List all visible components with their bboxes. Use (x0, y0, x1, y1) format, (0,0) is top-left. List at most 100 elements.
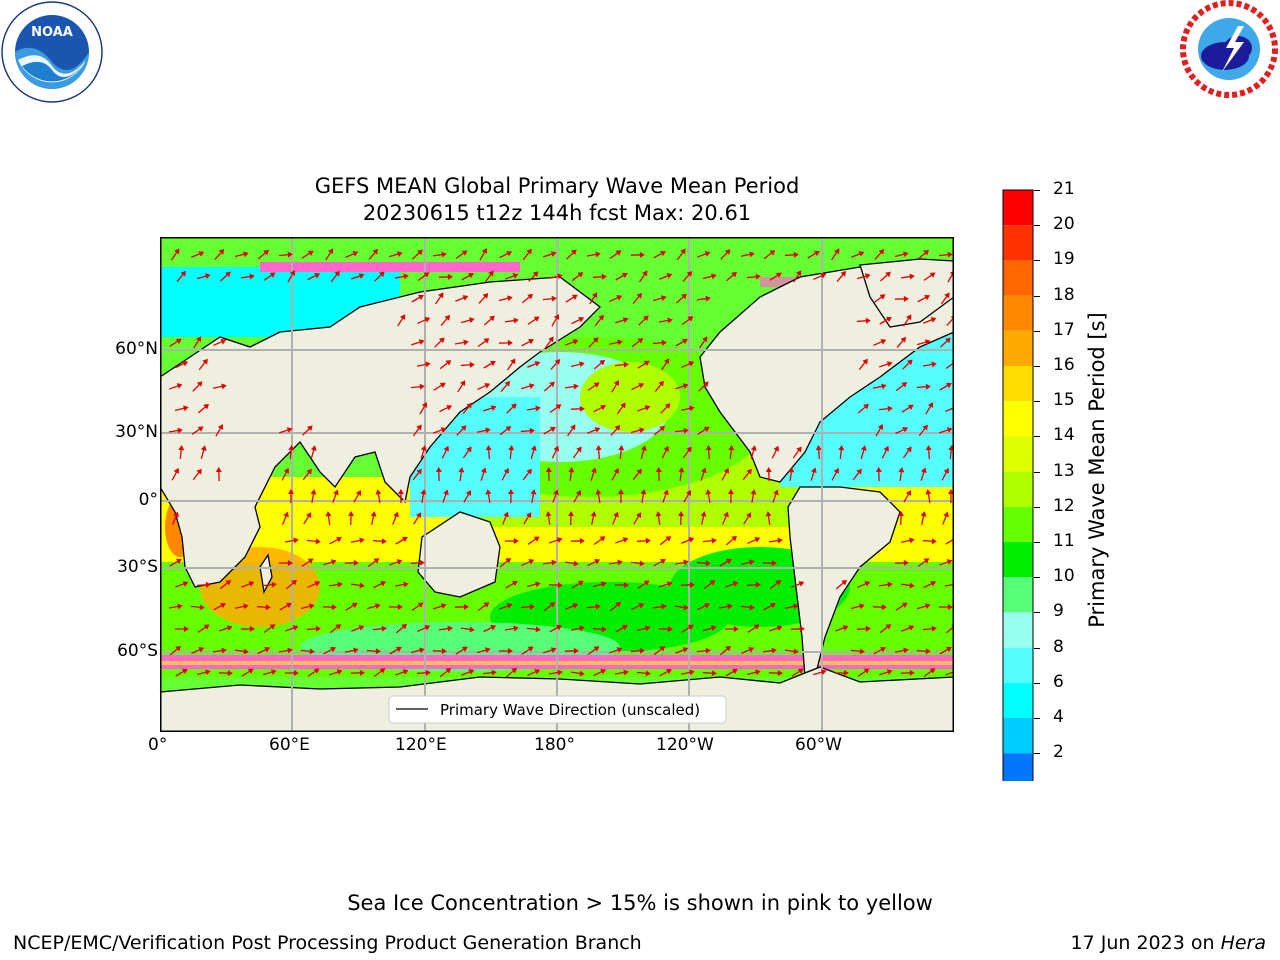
wave-direction-arrow (168, 603, 183, 610)
lon-tick-180: 180° (534, 735, 575, 755)
colorbar-tick-label: 16 (1053, 355, 1075, 375)
wave-direction-arrow (434, 337, 445, 348)
nws-logo (1178, 0, 1280, 100)
wave-direction-arrow (573, 490, 582, 503)
wave-direction-arrow (439, 360, 452, 370)
wave-direction-arrow (740, 604, 755, 611)
wave-direction-arrow (810, 467, 817, 481)
wave-direction-arrow (504, 625, 519, 632)
wave-direction-arrow (197, 403, 210, 414)
wave-direction-arrow (900, 537, 915, 544)
wave-direction-arrow (588, 337, 599, 348)
wave-direction-arrow (894, 295, 909, 302)
wave-direction-arrow (171, 248, 180, 261)
wave-direction-arrow (633, 512, 642, 525)
wave-direction-arrow (330, 270, 340, 283)
wave-direction-arrow (768, 537, 783, 544)
wave-direction-arrow (940, 337, 951, 348)
wave-direction-arrow (461, 669, 475, 676)
wave-direction-arrow (197, 624, 210, 633)
wave-direction-arrow (178, 445, 185, 460)
wave-direction-arrow (455, 646, 468, 655)
wave-direction-arrow (262, 581, 277, 588)
colorbar-segment (1003, 260, 1033, 296)
wave-direction-arrow (653, 646, 666, 656)
wave-direction-arrow (498, 648, 513, 654)
wave-direction-arrow (630, 427, 645, 434)
wave-direction-arrow (520, 603, 535, 610)
wave-direction-arrow (572, 446, 582, 459)
wave-direction-arrow (302, 425, 313, 436)
wave-direction-arrow (329, 624, 342, 634)
map-title-line2: 20230615 t12z 144h fcst Max: 20.61 (362, 201, 752, 225)
wave-direction-arrow (589, 292, 598, 305)
wave-direction-arrow (351, 625, 365, 632)
lon-tick-120w: 120°W (656, 735, 714, 755)
wave-direction-arrow (917, 249, 930, 260)
map-title-line1: GEFS MEAN Global Primary Wave Mean Perio… (314, 174, 800, 198)
colorbar-tick-label: 20 (1053, 214, 1075, 235)
wave-direction-arrow (411, 339, 425, 346)
wave-direction-arrow (438, 625, 453, 632)
lon-tick-0: 0° (148, 735, 168, 755)
wave-direction-arrow (659, 668, 672, 677)
colorbar-tick-label: 13 (1053, 460, 1075, 481)
wave-direction-arrow (419, 402, 428, 415)
colorbar-tick-mark (1034, 682, 1040, 684)
wave-direction-arrow (659, 581, 673, 588)
lat-tick-eq: 0° (138, 490, 158, 510)
colorbar-segment (1003, 436, 1033, 472)
wave-direction-arrow (632, 468, 642, 481)
wave-direction-arrow (549, 537, 563, 544)
wave-direction-arrow (653, 250, 666, 259)
wave-direction-arrow (587, 427, 601, 434)
wave-direction-arrow (397, 314, 406, 327)
wave-direction-arrow (412, 249, 423, 260)
wave-direction-arrow (725, 581, 739, 588)
wave-direction-arrow (212, 647, 227, 654)
graticule (160, 237, 954, 732)
colorbar-segment (1003, 401, 1033, 437)
wave-direction-arrow (851, 251, 865, 258)
wave-direction-arrow (392, 511, 399, 525)
colorbar-tick-label: 19 (1053, 249, 1075, 270)
wave-direction-arrow (703, 580, 716, 590)
wave-direction-arrow (257, 646, 271, 655)
wave-direction-arrow (388, 251, 403, 258)
wave-direction-arrow (659, 273, 673, 280)
colorbar-tick-mark (1034, 753, 1040, 755)
wave-direction-arrow (499, 603, 513, 610)
wave-direction-arrow (592, 626, 607, 633)
wave-direction-arrow (856, 625, 871, 632)
wave-direction-arrow (521, 293, 534, 304)
wave-direction-arrow (696, 560, 711, 567)
wave-direction-arrow (234, 648, 249, 655)
colorbar-segment (1003, 190, 1033, 226)
wave-direction-arrow (917, 558, 930, 568)
wave-direction-arrow (947, 489, 954, 503)
wave-direction-arrow (310, 445, 317, 459)
wave-direction-arrow (916, 339, 931, 346)
colorbar-tick-mark (1034, 612, 1040, 614)
wave-direction-arrow (302, 468, 312, 481)
wave-direction-arrow (594, 314, 604, 327)
wave-direction-arrow (212, 383, 227, 390)
wave-direction-arrow (769, 272, 782, 281)
wave-direction-arrow (661, 358, 670, 371)
wave-direction-arrow (768, 670, 783, 677)
wave-direction-arrow (938, 604, 953, 610)
wave-direction-arrow (218, 670, 233, 677)
wave-direction-arrow (483, 624, 497, 633)
wave-direction-arrow (484, 270, 494, 283)
wave-direction-arrow (724, 626, 739, 632)
wave-direction-arrow (636, 625, 651, 632)
wave-direction-arrow (548, 582, 563, 589)
wave-direction-arrow (287, 489, 294, 503)
wave-direction-arrow (681, 537, 695, 544)
wave-direction-arrow (200, 445, 207, 459)
wave-direction-arrow (520, 427, 535, 434)
wave-direction-arrow (941, 467, 949, 481)
wave-direction-arrow (857, 403, 870, 414)
wave-direction-arrow (592, 273, 607, 280)
colorbar-tick-label: 15 (1053, 390, 1075, 411)
